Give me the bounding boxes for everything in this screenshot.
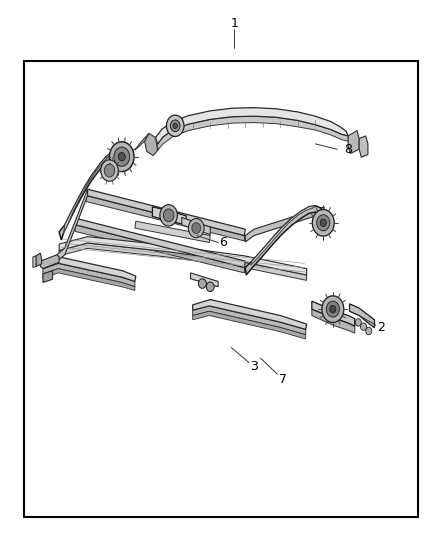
Polygon shape xyxy=(57,189,88,261)
Polygon shape xyxy=(76,219,245,268)
Polygon shape xyxy=(155,108,348,144)
Circle shape xyxy=(206,282,214,292)
Circle shape xyxy=(317,215,330,231)
Text: 7: 7 xyxy=(279,373,286,386)
Text: 6: 6 xyxy=(219,236,227,249)
Polygon shape xyxy=(182,217,210,235)
Circle shape xyxy=(326,301,339,317)
Polygon shape xyxy=(86,196,244,241)
Polygon shape xyxy=(348,131,359,154)
Polygon shape xyxy=(33,256,36,268)
Polygon shape xyxy=(135,221,210,243)
Polygon shape xyxy=(43,271,53,282)
Polygon shape xyxy=(135,133,149,150)
Polygon shape xyxy=(350,304,374,328)
Circle shape xyxy=(101,160,118,181)
Circle shape xyxy=(366,327,372,335)
Polygon shape xyxy=(64,150,117,233)
Circle shape xyxy=(118,152,125,161)
Polygon shape xyxy=(145,133,158,156)
Circle shape xyxy=(166,115,184,136)
Polygon shape xyxy=(59,243,307,280)
Polygon shape xyxy=(245,206,328,275)
Polygon shape xyxy=(59,237,307,275)
Polygon shape xyxy=(152,207,186,225)
Polygon shape xyxy=(43,257,136,281)
Circle shape xyxy=(188,219,204,238)
Polygon shape xyxy=(251,206,315,265)
Circle shape xyxy=(170,120,180,132)
Polygon shape xyxy=(158,116,348,150)
Text: 1: 1 xyxy=(230,18,238,30)
Circle shape xyxy=(320,219,326,227)
Bar xyxy=(24,61,418,517)
Circle shape xyxy=(192,223,201,233)
Polygon shape xyxy=(36,253,42,266)
Polygon shape xyxy=(43,263,135,287)
Polygon shape xyxy=(193,311,306,339)
Polygon shape xyxy=(59,150,131,240)
Text: 2: 2 xyxy=(377,321,385,334)
Circle shape xyxy=(160,205,177,226)
Polygon shape xyxy=(191,273,218,287)
Circle shape xyxy=(312,209,334,236)
Polygon shape xyxy=(193,300,307,329)
Text: 3: 3 xyxy=(250,360,258,373)
Polygon shape xyxy=(75,225,244,273)
Circle shape xyxy=(322,296,344,322)
Polygon shape xyxy=(193,306,306,335)
Polygon shape xyxy=(87,189,245,236)
Polygon shape xyxy=(312,309,355,333)
Circle shape xyxy=(114,147,130,166)
Polygon shape xyxy=(40,255,59,269)
Circle shape xyxy=(360,323,367,330)
Circle shape xyxy=(173,123,177,128)
Polygon shape xyxy=(43,269,135,290)
Text: 8: 8 xyxy=(344,143,352,156)
Polygon shape xyxy=(359,136,368,157)
Circle shape xyxy=(163,209,174,222)
Circle shape xyxy=(355,319,361,326)
Circle shape xyxy=(198,279,206,288)
Circle shape xyxy=(330,305,336,313)
Circle shape xyxy=(104,164,115,177)
Polygon shape xyxy=(245,207,324,242)
Polygon shape xyxy=(312,301,355,326)
Circle shape xyxy=(110,142,134,172)
